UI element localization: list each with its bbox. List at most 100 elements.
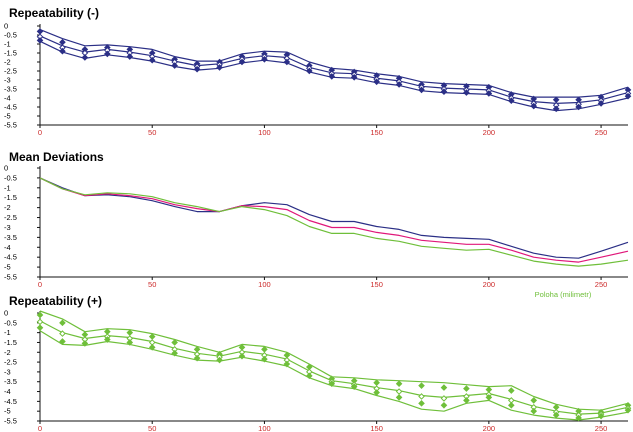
series-markers-4 [36, 311, 632, 416]
data-point [373, 78, 380, 86]
data-point [126, 329, 134, 336]
y-tick-label: -2 [4, 348, 11, 357]
y-tick-label: -4.5 [4, 103, 17, 112]
series-line-1 [39, 29, 629, 98]
data-point [126, 53, 134, 60]
data-point [216, 356, 223, 364]
data-point [261, 346, 268, 353]
y-tick-label: -3.5 [4, 85, 17, 94]
y-tick-label: -3.5 [4, 233, 17, 242]
data-point [36, 28, 44, 35]
data-point [418, 382, 425, 389]
data-point [624, 92, 632, 100]
x-tick-label: 0 [38, 280, 42, 289]
data-point [216, 64, 223, 71]
y-tick-label: -2 [4, 203, 11, 212]
data-point [283, 360, 291, 368]
y-tick-label: -2.5 [4, 67, 17, 76]
chart-panel-2: Mean Deviations0-0.5-1-1.5-2-2.5-3-3.5-4… [4, 150, 629, 299]
data-point [597, 412, 605, 420]
data-point [104, 50, 111, 58]
x-tick-label: 0 [38, 128, 42, 137]
data-point [440, 401, 448, 409]
y-tick-label: -5.5 [4, 417, 17, 426]
data-point [463, 385, 470, 392]
chart-title: Repeatability (+) [9, 294, 102, 308]
data-point [328, 73, 336, 80]
x-tick-label: 100 [258, 424, 271, 432]
data-point [373, 389, 380, 396]
data-point [283, 58, 291, 66]
y-tick-label: -4.5 [4, 397, 17, 406]
y-tick-label: -5 [4, 112, 11, 121]
data-point [530, 102, 538, 110]
y-tick-label: -2.5 [4, 358, 17, 367]
data-point [575, 414, 582, 422]
data-point [261, 355, 268, 363]
data-point [306, 67, 313, 75]
data-point [485, 394, 493, 401]
y-tick-label: 0 [4, 22, 8, 31]
x-tick-label: 50 [148, 424, 156, 432]
data-point [261, 55, 268, 63]
data-point [597, 100, 605, 107]
y-tick-label: -0.5 [4, 31, 17, 40]
x-tick-label: 250 [595, 128, 608, 137]
data-point [440, 384, 448, 391]
y-tick-label: -2 [4, 58, 11, 67]
series-line-1 [39, 310, 629, 411]
series-line-2 [39, 320, 629, 415]
y-tick-label: 0 [4, 164, 8, 173]
data-point [81, 340, 89, 347]
y-tick-label: -1.5 [4, 193, 17, 202]
data-point [238, 58, 246, 66]
data-point [624, 406, 632, 414]
y-tick-label: -3.5 [4, 377, 17, 386]
x-tick-label: 250 [595, 424, 608, 432]
data-point [36, 324, 44, 332]
data-point [350, 73, 358, 81]
x-tick-label: 50 [148, 128, 156, 137]
data-point [507, 401, 515, 409]
data-point [148, 344, 156, 351]
series-line-1 [39, 177, 629, 259]
data-point [81, 54, 89, 61]
chart-panel-3: Repeatability (+)0-0.5-1-1.5-2-2.5-3-3.5… [4, 294, 632, 432]
data-point [193, 354, 201, 362]
data-point [395, 394, 403, 401]
x-tick-label: 100 [258, 128, 271, 137]
data-point [507, 97, 515, 105]
data-point [59, 338, 66, 345]
data-point [171, 62, 178, 69]
data-point [59, 47, 66, 55]
data-point [36, 311, 44, 319]
data-point [440, 395, 448, 402]
data-point [104, 336, 111, 343]
y-tick-label: -1.5 [4, 338, 17, 347]
data-point [148, 333, 156, 340]
y-tick-label: -1 [4, 183, 11, 192]
data-point [552, 96, 560, 104]
data-point [238, 352, 246, 360]
y-tick-label: -5 [4, 263, 11, 272]
data-point [59, 319, 66, 327]
data-point [530, 407, 538, 415]
data-point [395, 380, 403, 387]
x-tick-label: 0 [38, 424, 42, 432]
data-point [171, 339, 178, 346]
data-point [395, 81, 403, 88]
data-point [463, 89, 470, 96]
series-markers-6 [36, 324, 632, 422]
y-tick-label: -4 [4, 243, 11, 252]
x-axis-label: Poloha (milimetr) [535, 290, 592, 299]
chart-panel-1: Repeatability (-)0-0.5-1-1.5-2-2.5-3-3.5… [4, 6, 632, 137]
y-tick-label: -5.5 [4, 273, 17, 282]
x-tick-label: 200 [483, 280, 496, 289]
data-point [148, 56, 156, 64]
y-tick-label: -1 [4, 328, 11, 337]
data-point [418, 400, 425, 407]
series-markers-5 [36, 318, 632, 419]
x-tick-label: 200 [483, 424, 496, 432]
data-point [59, 330, 66, 337]
